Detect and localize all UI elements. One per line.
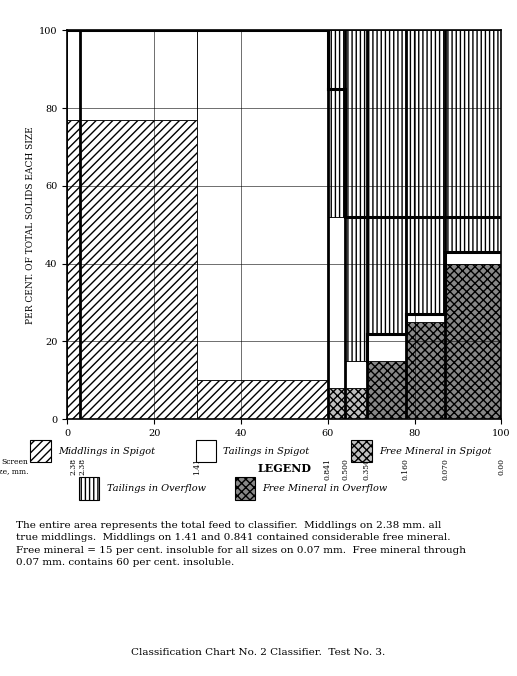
Bar [445,30,501,252]
Bar [80,30,197,120]
Bar [406,30,445,314]
Bar [197,30,328,380]
Bar [235,477,255,500]
Bar [406,314,445,322]
Text: 0.350: 0.350 [363,458,371,480]
Text: Screen
Size, mm.: Screen Size, mm. [0,458,28,475]
Bar [445,264,501,419]
Text: The entire area represents the total feed to classifier.  Middlings on 2.38 mm. : The entire area represents the total fee… [16,521,465,567]
Text: Tailings in Spigot: Tailings in Spigot [223,447,310,456]
Text: 0.070: 0.070 [441,458,449,480]
Bar [367,334,406,361]
Bar [195,440,216,462]
Text: 2.38: 2.38 [70,458,78,475]
Bar [406,322,445,419]
X-axis label: LEGEND: LEGEND [257,463,311,474]
Text: Middlings in Spigot: Middlings in Spigot [58,447,155,456]
Bar [367,361,406,419]
Y-axis label: PER CENT. OF TOTAL SOLIDS EACH SIZE: PER CENT. OF TOTAL SOLIDS EACH SIZE [26,126,35,324]
Text: 0.841: 0.841 [324,458,332,480]
Text: 0.160: 0.160 [402,458,410,480]
Bar [328,30,345,217]
Bar [445,252,501,264]
Bar [367,30,406,334]
Bar [80,120,197,419]
Text: Classification Chart No. 2 Classifier.  Test No. 3.: Classification Chart No. 2 Classifier. T… [131,648,386,657]
Bar [345,388,367,419]
Bar [67,30,80,120]
Text: Tailings in Overflow: Tailings in Overflow [107,484,206,493]
Bar [31,440,51,462]
Text: 0.00: 0.00 [497,458,506,475]
Bar [345,30,367,361]
Text: 0.500: 0.500 [341,458,349,480]
Text: Free Mineral in Spigot: Free Mineral in Spigot [379,447,491,456]
Bar [328,388,345,419]
Bar [197,380,328,419]
Bar [79,477,99,500]
Bar [67,120,80,419]
Bar [351,440,372,462]
Bar [328,217,345,388]
Text: 1.41: 1.41 [193,458,202,475]
Bar [345,361,367,388]
Text: Free Mineral in Overflow: Free Mineral in Overflow [262,484,387,493]
Text: 2.38: 2.38 [79,458,86,475]
